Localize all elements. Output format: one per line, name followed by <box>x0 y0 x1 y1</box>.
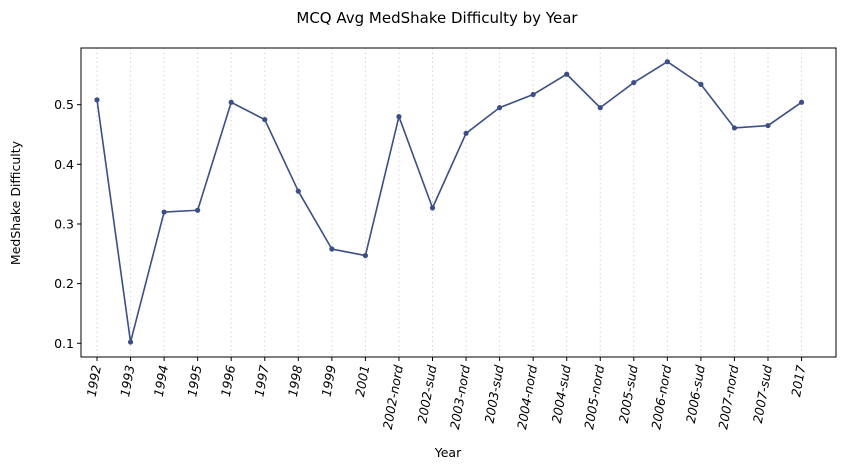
x-tick-label: 2004-sud <box>549 364 574 424</box>
data-point <box>564 71 570 77</box>
plot-area <box>80 47 837 358</box>
data-point <box>396 114 402 120</box>
data-point <box>765 122 771 129</box>
data-point <box>597 105 603 111</box>
data-point <box>798 99 805 105</box>
y-tick-label: 0.4 <box>54 157 74 172</box>
x-tick-label: 1996 <box>218 364 238 398</box>
x-tick-label: 1993 <box>117 364 137 398</box>
x-tick-label: 1992 <box>84 364 104 398</box>
y-axis-label: MedShake Difficulty <box>8 140 23 265</box>
x-axis: 1992 1993 1994 1995 1996 1997 1998 1999 2001 2002… <box>84 357 809 431</box>
data-point <box>161 209 167 215</box>
x-tick-label: 2006-nord <box>648 364 674 431</box>
data-point <box>698 81 704 87</box>
x-tick-label: 2003-nord <box>447 364 473 431</box>
grid-layer <box>96 48 803 357</box>
data-point <box>295 188 301 194</box>
x-tick-label: 1995 <box>184 364 204 398</box>
data-point <box>262 116 268 123</box>
x-tick-label: 2006-sud <box>683 364 708 424</box>
x-tick-label: 1999 <box>319 364 339 398</box>
data-point <box>664 59 670 65</box>
data-point <box>329 246 335 252</box>
x-tick-label: 2005-nord <box>581 364 607 431</box>
data-point <box>731 125 738 131</box>
x-tick-label: 2017 <box>788 364 808 398</box>
x-tick-label: 2002-nord <box>380 364 406 431</box>
data-point <box>530 91 536 98</box>
y-tick-label: 0.5 <box>54 97 74 112</box>
x-tick-label: 2001 <box>352 364 372 398</box>
chart-title: MCQ Avg MedShake Difficulty by Year <box>296 9 578 27</box>
y-tick-label: 0.1 <box>54 336 74 351</box>
x-tick-label: 2004-nord <box>514 364 540 431</box>
x-tick-label: 1998 <box>285 364 305 398</box>
y-tick-label: 0.3 <box>54 216 74 231</box>
y-tick-label: 0.2 <box>54 276 74 291</box>
data-point <box>631 79 637 86</box>
series-layer <box>94 59 805 345</box>
x-tick-label: 2007-nord <box>715 364 741 431</box>
data-point <box>497 105 503 111</box>
x-tick-label: 2005-sud <box>616 364 641 424</box>
x-axis-label: Year <box>434 445 462 460</box>
data-point <box>463 130 469 136</box>
data-point <box>362 252 368 259</box>
y-axis: 0.1 0.2 0.3 0.4 0.5 <box>54 97 81 351</box>
x-tick-label: 2003-sud <box>482 364 507 424</box>
series-line <box>96 60 803 343</box>
x-tick-label: 1994 <box>151 364 171 398</box>
x-tick-label: 2007-sud <box>750 364 775 424</box>
x-tick-label: 1997 <box>251 364 271 398</box>
data-point <box>228 99 234 105</box>
data-point <box>195 207 201 213</box>
data-point <box>94 97 100 103</box>
x-tick-label: 2002-sud <box>414 364 439 424</box>
data-point <box>127 339 134 345</box>
data-point <box>429 205 436 211</box>
